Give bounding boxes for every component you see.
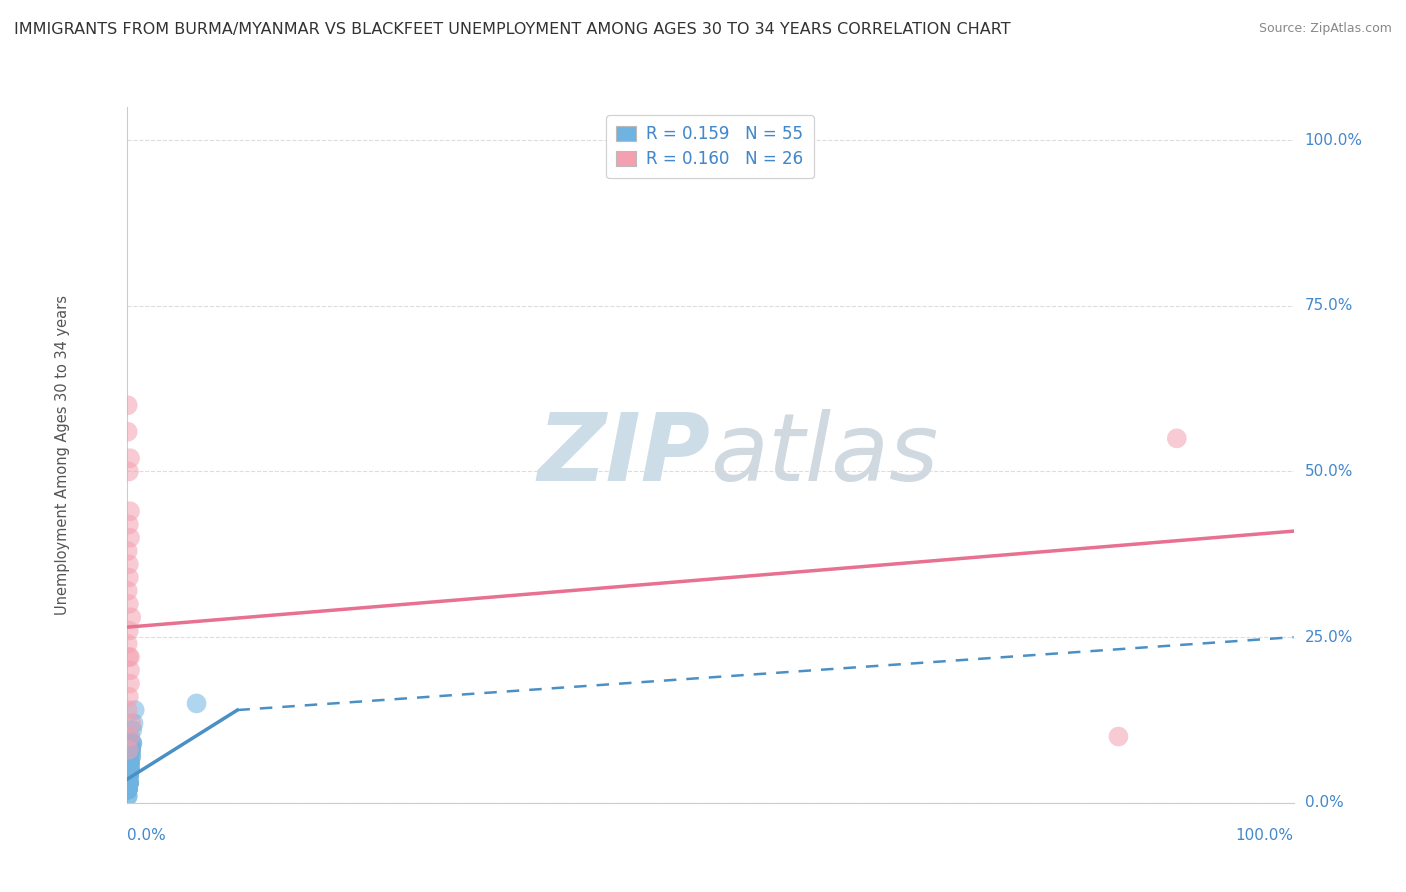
Point [186, 697, 208, 711]
Point [117, 789, 139, 804]
Point [118, 776, 141, 790]
Text: 0.0%: 0.0% [127, 828, 166, 843]
Point [118, 531, 141, 545]
Point [118, 776, 141, 790]
Point [120, 736, 142, 750]
Text: 100.0%: 100.0% [1236, 828, 1294, 843]
Point [117, 782, 139, 797]
Point [118, 776, 141, 790]
Point [124, 703, 146, 717]
Point [117, 782, 139, 797]
Point [118, 769, 141, 783]
Point [117, 782, 139, 797]
Point [118, 763, 141, 777]
Legend: R = 0.159   N = 55, R = 0.160   N = 26: R = 0.159 N = 55, R = 0.160 N = 26 [606, 115, 814, 178]
Point [118, 769, 141, 783]
Point [118, 650, 141, 665]
Point [118, 756, 141, 770]
Point [117, 782, 139, 797]
Point [118, 776, 141, 790]
Point [117, 782, 139, 797]
Point [118, 558, 141, 572]
Point [117, 637, 139, 651]
Point [117, 769, 139, 783]
Point [118, 690, 141, 704]
Point [117, 583, 139, 598]
Point [120, 749, 142, 764]
Point [1108, 730, 1130, 744]
Text: 100.0%: 100.0% [1305, 133, 1362, 148]
Point [117, 782, 139, 797]
Text: 50.0%: 50.0% [1305, 464, 1353, 479]
Point [118, 624, 141, 638]
Point [117, 763, 139, 777]
Text: Source: ZipAtlas.com: Source: ZipAtlas.com [1258, 22, 1392, 36]
Point [120, 749, 142, 764]
Point [118, 756, 141, 770]
Point [118, 743, 141, 757]
Point [118, 730, 141, 744]
Point [117, 776, 139, 790]
Text: Unemployment Among Ages 30 to 34 years: Unemployment Among Ages 30 to 34 years [55, 295, 70, 615]
Point [121, 736, 143, 750]
Point [118, 776, 141, 790]
Point [118, 763, 141, 777]
Point [118, 763, 141, 777]
Point [120, 716, 142, 731]
Point [120, 743, 142, 757]
Point [118, 570, 141, 584]
Point [118, 769, 141, 783]
Point [118, 749, 141, 764]
Point [118, 763, 141, 777]
Point [120, 610, 142, 624]
Point [117, 544, 139, 558]
Point [118, 769, 141, 783]
Text: 0.0%: 0.0% [1305, 796, 1343, 810]
Point [117, 425, 139, 439]
Point [118, 465, 141, 479]
Point [120, 743, 142, 757]
Text: 75.0%: 75.0% [1305, 298, 1353, 313]
Point [118, 676, 141, 690]
Point [117, 398, 139, 412]
Point [118, 776, 141, 790]
Point [117, 763, 139, 777]
Point [118, 756, 141, 770]
Point [118, 776, 141, 790]
Point [117, 782, 139, 797]
Point [117, 789, 139, 804]
Point [118, 763, 141, 777]
Point [1166, 431, 1188, 445]
Point [118, 776, 141, 790]
Point [120, 743, 142, 757]
Point [117, 776, 139, 790]
Point [118, 451, 141, 466]
Point [117, 782, 139, 797]
Point [118, 776, 141, 790]
Text: ZIP: ZIP [537, 409, 710, 501]
Point [122, 716, 145, 731]
Point [118, 504, 141, 518]
Point [118, 730, 141, 744]
Point [118, 597, 141, 611]
Point [121, 723, 143, 737]
Point [118, 743, 141, 757]
Point [117, 703, 139, 717]
Point [118, 517, 141, 532]
Point [118, 650, 141, 665]
Text: 25.0%: 25.0% [1305, 630, 1353, 645]
Point [118, 769, 141, 783]
Point [118, 756, 141, 770]
Point [117, 776, 139, 790]
Text: atlas: atlas [710, 409, 938, 500]
Text: IMMIGRANTS FROM BURMA/MYANMAR VS BLACKFEET UNEMPLOYMENT AMONG AGES 30 TO 34 YEAR: IMMIGRANTS FROM BURMA/MYANMAR VS BLACKFE… [14, 22, 1011, 37]
Point [121, 736, 143, 750]
Point [118, 663, 141, 677]
Point [118, 756, 141, 770]
